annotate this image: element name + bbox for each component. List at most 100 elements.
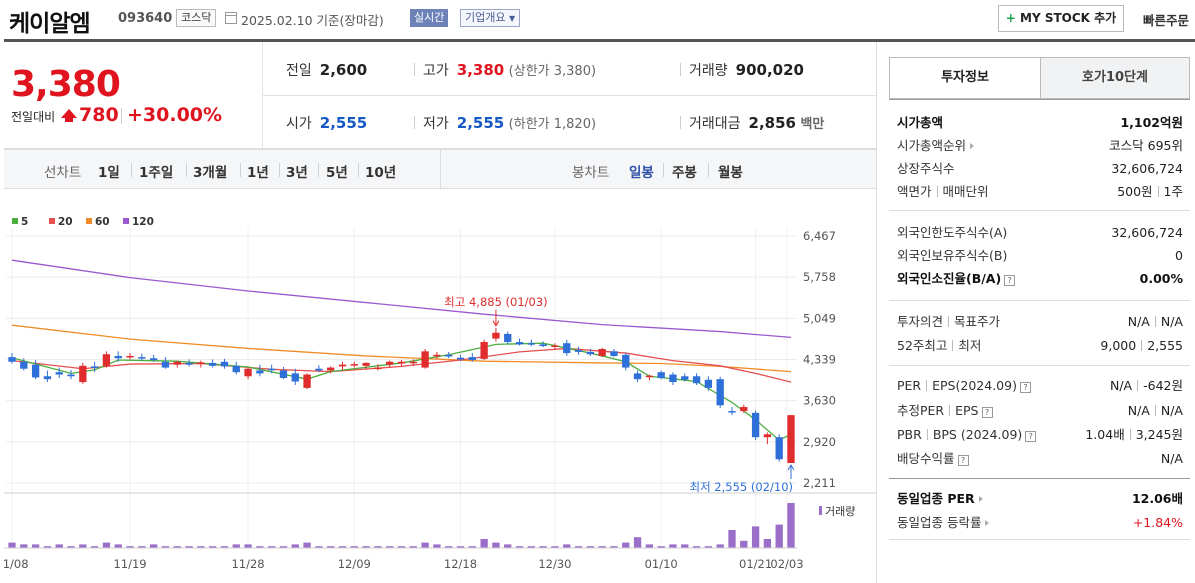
info-label: 외국인한도주식수(A)	[897, 225, 1008, 240]
volume-bar	[8, 542, 16, 548]
volume-bar	[610, 546, 618, 548]
price-change-percent: +30.00%	[127, 104, 223, 126]
current-price: 3,380	[11, 64, 121, 105]
candle-monthly[interactable]: 월봉	[718, 165, 743, 181]
chevron-right-icon[interactable]	[970, 143, 975, 149]
volume-bar	[220, 546, 229, 548]
chart-range-bar: 선차트 1일 1주일 3개월 1년 3년 5년 10년 봉차트 일봉 주봉 월봉	[4, 149, 876, 190]
volume-bar	[728, 530, 736, 548]
chevron-right-icon[interactable]	[978, 496, 983, 502]
divider	[1129, 429, 1131, 440]
info-value-text: 0.00%	[1139, 271, 1183, 286]
help-icon[interactable]: ?	[981, 407, 993, 418]
volume-bar	[539, 546, 547, 548]
prev-close-value: 2,600	[319, 61, 368, 79]
volume-bar	[598, 546, 606, 548]
volume-bar	[740, 540, 748, 548]
volume-bar	[468, 546, 476, 548]
info-value-text: N/A	[1160, 314, 1183, 329]
range-10y[interactable]: 10년	[365, 165, 397, 181]
range-3y[interactable]: 3년	[286, 165, 308, 181]
divider	[889, 210, 1190, 211]
add-mystock-button[interactable]: + MY STOCK 추가	[998, 5, 1124, 32]
help-icon[interactable]: ?	[1019, 382, 1031, 393]
volume-bar	[126, 546, 134, 548]
prev-close: 전일 2,600	[286, 60, 367, 80]
info-value-text: N/A	[1127, 314, 1150, 329]
volume-bar	[102, 542, 111, 548]
realtime-button[interactable]: 실시간	[410, 9, 449, 27]
chevron-right-icon[interactable]	[985, 520, 990, 526]
info-value-text: 32,606,724	[1111, 225, 1183, 240]
volume-value: 900,020	[735, 61, 804, 79]
candle-body	[8, 357, 16, 362]
volume: 거래량 900,020	[680, 60, 804, 80]
info-label: 시가총액순위	[897, 138, 967, 153]
quick-order-link[interactable]: 빠른주문	[1143, 13, 1190, 28]
candle-body	[244, 368, 252, 377]
candle-body	[492, 332, 500, 339]
high-annotation: 최고 4,885 (01/03)	[444, 295, 548, 309]
y-tick-label: 2,920	[803, 435, 836, 449]
volume-bar	[574, 546, 583, 548]
volume-bar	[433, 544, 441, 548]
volume-bar	[232, 544, 240, 548]
divider	[262, 95, 876, 96]
info-label: 최저	[958, 338, 982, 353]
candle-body	[657, 372, 665, 379]
candle-body	[551, 345, 559, 348]
help-icon[interactable]: ?	[957, 455, 969, 466]
range-5y[interactable]: 5년	[326, 165, 348, 181]
volume-bar	[409, 546, 417, 548]
volume-bar	[397, 546, 406, 548]
range-1y[interactable]: 1년	[247, 165, 269, 181]
candle-body	[173, 361, 181, 365]
candle-body	[563, 343, 571, 354]
help-icon[interactable]: ?	[1004, 275, 1016, 286]
volume-bar	[350, 546, 358, 548]
divider	[889, 300, 1190, 301]
candle-daily[interactable]: 일봉	[629, 165, 654, 181]
info-label: 배당수익률	[897, 451, 955, 466]
y-tick-label: 6,467	[803, 229, 836, 243]
candle-body	[161, 361, 170, 368]
header-divider	[4, 39, 1195, 42]
range-3m[interactable]: 3개월	[193, 165, 228, 181]
low-value: 2,555	[456, 114, 505, 132]
info-label: BPS (2024.09)	[932, 427, 1023, 442]
company-overview-dropdown[interactable]: 기업개요 ▼	[460, 9, 521, 27]
volume-bar	[480, 539, 488, 548]
range-1d[interactable]: 1일	[98, 165, 120, 181]
volume-bar	[31, 544, 40, 548]
tab-orderbook[interactable]: 호가10단계	[1040, 58, 1189, 98]
info-label: 동일업종 PER	[897, 491, 975, 506]
info-value-text: 32,606,724	[1111, 161, 1183, 176]
divider	[926, 429, 928, 440]
help-icon[interactable]: ?	[1025, 431, 1037, 442]
volume-bar	[492, 542, 500, 548]
price-change: 780	[79, 104, 119, 126]
candle-body	[598, 348, 606, 356]
info-value: 코스닥 695위	[1109, 135, 1183, 157]
stock-header: 케이알엠 093640 코스닥 2025.02.10 기준(장마감) 실시간 기…	[0, 0, 1195, 40]
candle-body	[315, 368, 323, 371]
divider	[708, 163, 709, 177]
low-label: 저가	[423, 116, 449, 132]
high-value: 3,380	[456, 61, 505, 79]
y-tick-label: 5,758	[803, 270, 836, 284]
volume-bar	[67, 546, 75, 548]
volume-bar	[161, 546, 170, 548]
candle-body	[279, 370, 288, 379]
candle-body	[67, 374, 75, 377]
candle-body	[480, 342, 488, 359]
candle-body	[55, 372, 63, 375]
legend-swatch	[12, 218, 18, 224]
candle-weekly[interactable]: 주봉	[672, 165, 697, 181]
volume-bar	[716, 544, 724, 548]
volume-bar	[445, 546, 453, 548]
range-1w[interactable]: 1주일	[139, 165, 174, 181]
candle-body	[138, 357, 146, 359]
chevron-down-icon: ▼	[508, 14, 516, 23]
tab-investment-info[interactable]: 투자정보	[890, 58, 1040, 98]
y-tick-label: 5,049	[803, 311, 836, 325]
